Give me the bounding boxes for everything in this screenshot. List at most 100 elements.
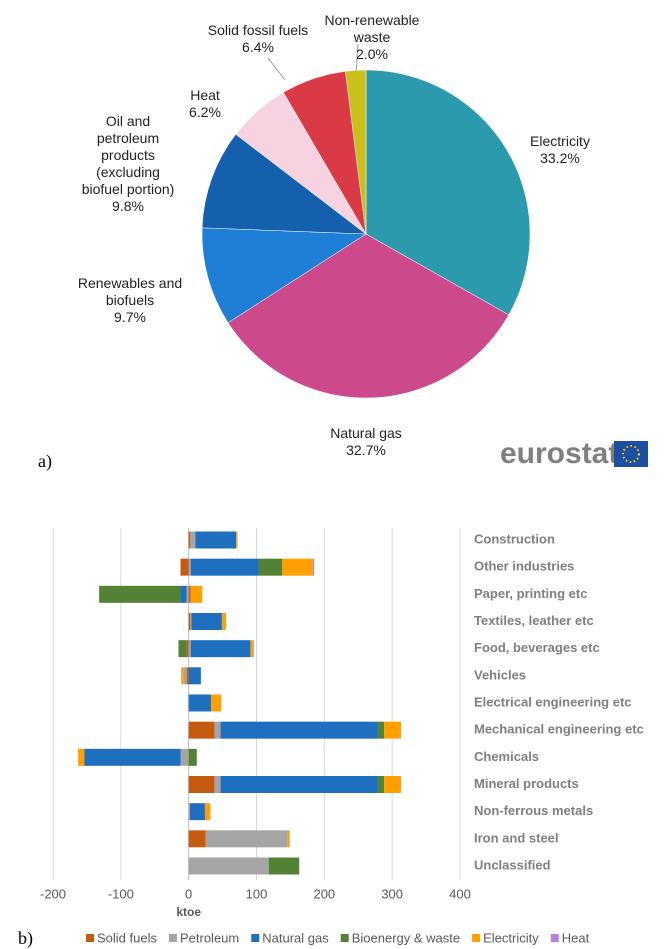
bar-segment bbox=[221, 613, 226, 630]
bar-segment bbox=[190, 585, 203, 603]
slice-category: Solid fossil fuels bbox=[207, 22, 309, 38]
bar-segment bbox=[204, 803, 211, 821]
slice-label: Renewables and biofuels 9.7% bbox=[60, 275, 200, 326]
bar-segment bbox=[183, 667, 187, 685]
bar-segment bbox=[377, 776, 385, 793]
slice-value: 33.2% bbox=[540, 150, 580, 166]
y-tick-label: Textiles, leather etc bbox=[474, 613, 594, 628]
y-tick-label: Mechanical engineering etc bbox=[474, 722, 644, 737]
bar-segment bbox=[84, 748, 181, 766]
x-tick-label: 400 bbox=[449, 886, 471, 901]
pie-slice bbox=[201, 227, 367, 324]
bar-segment bbox=[188, 694, 212, 712]
bar-segment bbox=[312, 558, 315, 576]
bar-segment bbox=[188, 830, 206, 848]
x-tick-label: 0 bbox=[185, 886, 192, 901]
bar-segment bbox=[188, 776, 215, 793]
y-tick-label: Chemicals bbox=[474, 749, 539, 764]
slice-label: Natural gas 32.7% bbox=[311, 425, 421, 459]
leader-line bbox=[355, 43, 359, 75]
bar-segment bbox=[287, 830, 290, 848]
bar-segment bbox=[99, 585, 181, 603]
bar-segment bbox=[190, 531, 196, 549]
y-tick-label: Food, beverages etc bbox=[474, 640, 600, 655]
bar-segment bbox=[220, 776, 378, 793]
slice-value: 9.8% bbox=[112, 198, 144, 214]
bar-segment bbox=[211, 694, 222, 712]
y-tick-label: Other industries bbox=[474, 559, 574, 574]
slice-value: 9.7% bbox=[114, 309, 146, 325]
y-tick-label: Non-ferrous metals bbox=[474, 803, 593, 818]
slice-category: Natural gas bbox=[330, 425, 402, 441]
legend-label: Solid fuels bbox=[97, 930, 157, 945]
bar-segment bbox=[250, 640, 254, 658]
bar-segment bbox=[282, 558, 313, 576]
bar-segment bbox=[186, 640, 189, 658]
y-tick-label: Vehicles bbox=[474, 667, 526, 682]
bar-segment bbox=[377, 721, 385, 739]
slice-value: 32.7% bbox=[346, 442, 386, 458]
slice-value: 6.2% bbox=[189, 104, 221, 120]
bar-segment bbox=[191, 613, 222, 630]
panel-label: b) bbox=[18, 928, 33, 949]
x-axis-title: ktoe bbox=[176, 905, 201, 919]
bar-segment bbox=[188, 640, 191, 658]
bar-segment bbox=[190, 613, 192, 630]
bar-segment bbox=[180, 748, 189, 766]
pie-slice bbox=[201, 133, 367, 235]
slice-category: Oil and petroleum products (excluding bi… bbox=[81, 113, 175, 197]
bar-segment bbox=[180, 558, 189, 576]
leader-line bbox=[267, 57, 286, 81]
bar-segment bbox=[384, 776, 401, 793]
pie-slice bbox=[345, 69, 367, 235]
bar-segment bbox=[188, 748, 197, 766]
panel-label: a) bbox=[38, 451, 52, 472]
bar-segment bbox=[181, 667, 184, 685]
bar-segment bbox=[220, 721, 378, 739]
x-tick-label: 100 bbox=[246, 886, 268, 901]
bar-segment bbox=[186, 667, 189, 685]
x-tick-label: 200 bbox=[313, 886, 335, 901]
legend-swatch bbox=[550, 934, 559, 942]
legend-label: Electricity bbox=[483, 930, 539, 945]
legend-swatch bbox=[86, 934, 94, 942]
slice-value: 2.0% bbox=[356, 46, 388, 62]
y-tick-label: Unclassified bbox=[474, 857, 551, 872]
bar-segment bbox=[188, 531, 191, 549]
bar-segment bbox=[214, 776, 221, 793]
bar-segment bbox=[178, 640, 187, 658]
bar-segment bbox=[214, 721, 221, 739]
bar-segment bbox=[188, 585, 191, 603]
y-tick-label: Iron and steel bbox=[474, 830, 559, 845]
bar-segment bbox=[188, 667, 201, 685]
legend-swatch bbox=[251, 934, 260, 942]
slice-label: Oil and petroleum products (excluding bi… bbox=[76, 113, 181, 215]
y-tick-label: Construction bbox=[474, 531, 555, 546]
logo-text: eurostat bbox=[500, 437, 618, 470]
slice-category: Heat bbox=[190, 87, 220, 103]
slice-label: Electricity 33.2% bbox=[505, 133, 615, 167]
bar-segment bbox=[188, 857, 269, 875]
legend-swatch bbox=[472, 934, 481, 942]
bar-segment bbox=[195, 531, 237, 549]
slice-category: Non-renewable waste bbox=[324, 12, 420, 45]
bar-segment bbox=[188, 613, 191, 630]
bar-segment bbox=[268, 857, 300, 875]
bar-segment bbox=[188, 803, 191, 821]
bar-segment bbox=[253, 640, 254, 658]
legend-label: Bioenergy & waste bbox=[352, 930, 460, 945]
eu-flag bbox=[614, 441, 648, 467]
bar-segment bbox=[186, 585, 189, 603]
bar-segment bbox=[188, 721, 215, 739]
bar-segment bbox=[205, 830, 288, 848]
bar-segment bbox=[384, 721, 401, 739]
bar-segment bbox=[78, 748, 85, 766]
bar-segment bbox=[188, 558, 191, 576]
y-tick-label: Mineral products bbox=[474, 776, 579, 791]
slice-category: Renewables and biofuels bbox=[77, 275, 183, 308]
bar-segment bbox=[190, 558, 259, 576]
slice-category: Electricity bbox=[530, 133, 590, 149]
bar-segment bbox=[236, 531, 238, 549]
y-tick-label: Paper, printing etc bbox=[474, 586, 587, 601]
